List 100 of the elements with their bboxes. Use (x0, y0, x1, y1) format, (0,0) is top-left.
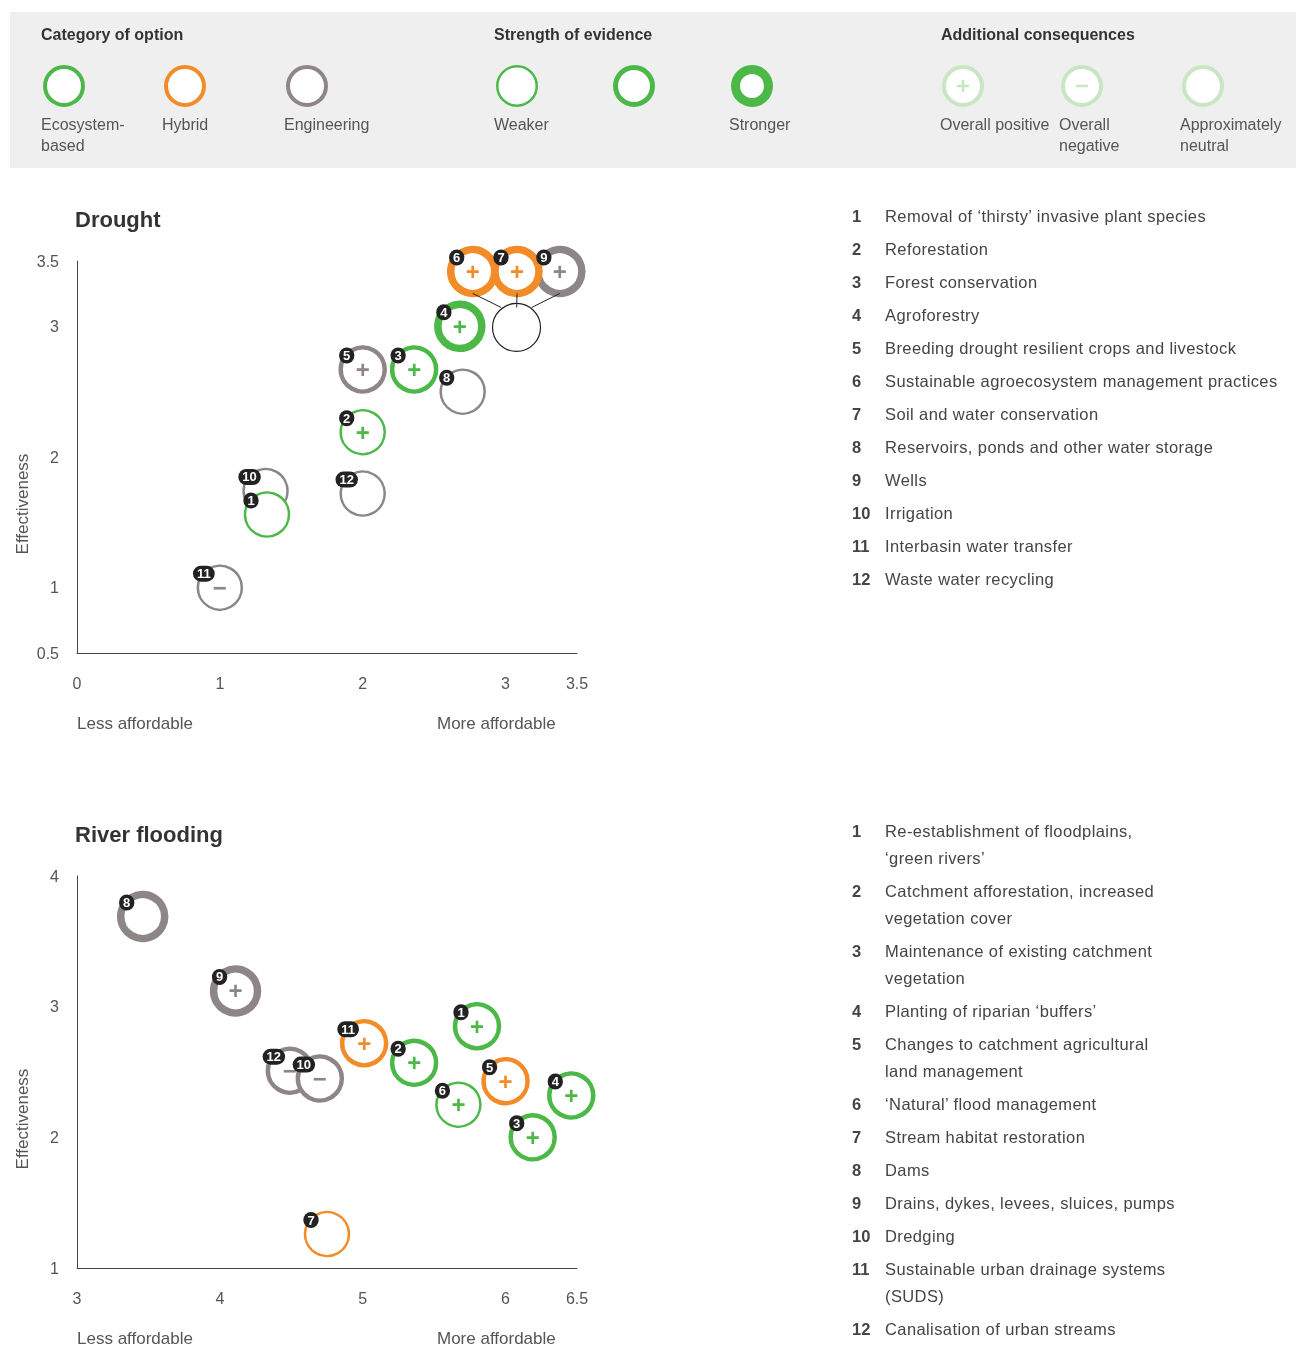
point (338, 345, 387, 394)
x-tick-label: 4 (215, 1289, 225, 1307)
data-label: + (407, 355, 422, 383)
y-axis-title: Effectiveness (12, 453, 32, 555)
annotation: 9 (215, 969, 224, 985)
data-label: + (355, 418, 370, 446)
x-tick-label: 0 (72, 674, 82, 692)
data-label: − (312, 1065, 327, 1093)
y-tick-label: 3.5 (36, 252, 60, 270)
text: 11 Sustainable urban drainage systems (SUDS) (852, 1259, 1167, 1307)
annotation: 8 (443, 370, 451, 386)
point (209, 965, 262, 1017)
text: Approximately neutral (1180, 115, 1283, 156)
text: 5 Changes to catchment agricultural land management (852, 1035, 1149, 1080)
y-tick-label: 2 (50, 448, 60, 466)
point (508, 1113, 557, 1162)
y-tick-label: 0.5 (36, 644, 60, 662)
data-label: + (525, 1123, 540, 1151)
data-label: + (452, 312, 467, 340)
text: 5 Breeding drought resilient crops and livestock (852, 339, 1237, 357)
y-tick-label: 1 (50, 579, 60, 597)
annotation: 2 (394, 1041, 402, 1057)
data-label: + (564, 1082, 579, 1110)
y-tick-label: 4 (50, 867, 60, 885)
y-tick-label: 3 (50, 317, 60, 335)
annotation: 11 (196, 566, 211, 582)
point (434, 300, 486, 353)
y-tick-label: 2 (50, 1128, 60, 1146)
annotation: 7 (497, 249, 505, 265)
point (547, 1071, 596, 1120)
annotation: 2 (343, 410, 351, 426)
chart-title: Drought (75, 206, 162, 232)
y-tick-label: 1 (50, 1259, 60, 1277)
text: 3 Maintenance of existing catchment vegetation (852, 942, 1153, 987)
text: Category of option (41, 26, 184, 44)
x-tick-label: 2 (358, 674, 368, 692)
text: 1 Removal of ‘thirsty’ invasive plant species (852, 207, 1207, 225)
text: 8 Dams (852, 1161, 930, 1179)
point (481, 1056, 530, 1106)
annotation: 7 (307, 1212, 315, 1228)
data-label: + (465, 257, 480, 285)
point (452, 1002, 502, 1051)
point (117, 890, 169, 943)
annotation: 3 (513, 1115, 521, 1131)
x-tick-label: 5 (358, 1289, 368, 1307)
annotation: 3 (394, 347, 402, 363)
text: 12 Waste water recycling (852, 569, 1056, 590)
annotation: 1 (247, 492, 255, 508)
text: 7 Soil and water conservation (852, 405, 1099, 423)
x-axis-title: Less affordable (77, 714, 193, 733)
data-label: + (451, 1091, 466, 1119)
annotation: 12 (266, 1049, 282, 1065)
text: Ecosystem-based (41, 115, 126, 156)
text: 12 Canalisation of urban streams (852, 1319, 1117, 1340)
text: More affordable (437, 714, 556, 733)
point (389, 1038, 439, 1088)
text: Engineering (284, 115, 371, 135)
annotation: 6 (453, 249, 461, 265)
text: 6 ‘Natural’ flood management (852, 1095, 1097, 1113)
text: Hybrid (162, 115, 210, 135)
data-label: + (552, 257, 567, 285)
y-tick-label: 3 (50, 998, 60, 1016)
text: Weaker (494, 115, 550, 135)
y-axis-title: Effectiveness (12, 1068, 32, 1170)
text: Overall negative (1059, 115, 1121, 156)
x-axis-title: Less affordable (77, 1329, 193, 1348)
text: Strength of evidence (494, 26, 653, 44)
x-tick-label: 6 (501, 1289, 511, 1307)
text: 8 Reservoirs, ponds and other water storage (852, 438, 1214, 456)
annotation: 1 (457, 1004, 465, 1020)
annotation: 8 (123, 895, 131, 911)
annotation: 5 (343, 347, 351, 363)
text: Additional consequences (941, 26, 1135, 44)
x-tick-label: 3.5 (565, 674, 589, 692)
text: 10 Irrigation (852, 503, 955, 524)
x-tick-label: 1 (215, 674, 225, 692)
text: 9 Wells (852, 471, 928, 489)
text: 2 Reforestation (852, 240, 989, 258)
text: 1 Re-establishment of floodplains, ‘green rivers’ (852, 822, 1133, 867)
text: 4 Agroforestry (852, 306, 980, 324)
x-tick-label: 3 (72, 1289, 82, 1307)
data-label: + (498, 1067, 513, 1095)
text: More affordable (437, 1329, 556, 1348)
text: 2 Catchment afforestation, increased vegetation cover (852, 882, 1155, 927)
data-label: − (212, 574, 227, 602)
data-label: + (407, 1049, 422, 1077)
annotation: 4 (440, 304, 449, 320)
text: 11 Interbasin water transfer (852, 536, 1074, 557)
text: 6 Sustainable agroecosystem management practices (852, 372, 1278, 390)
chart-title: River flooding (75, 821, 223, 847)
text: 7 Stream habitat restoration (852, 1128, 1086, 1146)
data-label: + (228, 977, 243, 1005)
point (389, 345, 439, 394)
annotation: 10 (296, 1057, 312, 1073)
text: 10 Dredging (852, 1226, 957, 1247)
annotation: 10 (242, 469, 257, 485)
data-label: + (355, 355, 370, 383)
annotation: 5 (485, 1059, 494, 1075)
text: 3 Forest conservation (852, 273, 1038, 291)
annotation: 11 (341, 1021, 356, 1037)
